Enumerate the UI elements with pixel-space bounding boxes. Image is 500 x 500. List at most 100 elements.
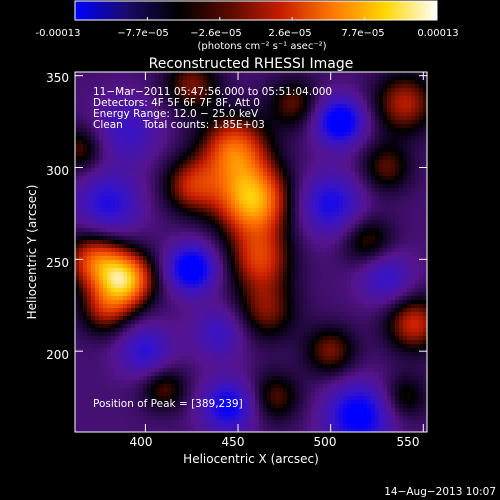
heatmap-cell: [167, 104, 172, 109]
heatmap-cell: [383, 152, 388, 157]
heatmap-cell: [183, 272, 188, 277]
heatmap-cell: [195, 144, 200, 149]
heatmap-cell: [387, 292, 392, 297]
heatmap-cell: [307, 260, 312, 265]
heatmap-cell: [251, 204, 256, 209]
heatmap-cell: [263, 240, 268, 245]
heatmap-cell: [235, 176, 240, 181]
heatmap-cell: [355, 92, 360, 97]
heatmap-cell: [351, 168, 356, 173]
heatmap-cell: [307, 124, 312, 129]
heatmap-cell: [375, 216, 380, 221]
heatmap-cell: [343, 192, 348, 197]
heatmap-cell: [275, 272, 280, 277]
heatmap-cell: [383, 268, 388, 273]
heatmap-cell: [307, 108, 312, 113]
heatmap-cell: [339, 136, 344, 141]
heatmap-cell: [151, 188, 156, 193]
heatmap-cell: [355, 96, 360, 101]
heatmap-cell: [379, 200, 384, 205]
heatmap-cell: [395, 292, 400, 297]
heatmap-cell: [291, 80, 296, 85]
heatmap-cell: [375, 144, 380, 149]
heatmap-cell: [355, 88, 360, 93]
heatmap-cell: [79, 292, 84, 297]
heatmap-cell: [139, 88, 144, 93]
heatmap-cell: [295, 172, 300, 177]
heatmap-cell: [155, 232, 160, 237]
heatmap-cell: [399, 136, 404, 141]
heatmap-cell: [379, 164, 384, 169]
heatmap-cell: [159, 272, 164, 277]
heatmap-cell: [227, 144, 232, 149]
heatmap-cell: [391, 188, 396, 193]
heatmap-cell: [99, 228, 104, 233]
heatmap-cell: [255, 72, 260, 77]
heatmap-cell: [139, 168, 144, 173]
heatmap-cell: [131, 184, 136, 189]
heatmap-cell: [339, 128, 344, 133]
heatmap-cell: [359, 224, 364, 229]
heatmap-cell: [343, 116, 348, 121]
heatmap-cell: [171, 104, 176, 109]
heatmap-cell: [371, 132, 376, 137]
heatmap-cell: [267, 120, 272, 125]
heatmap-cell: [255, 124, 260, 129]
heatmap-cell: [359, 220, 364, 225]
heatmap-cell: [391, 100, 396, 105]
heatmap-cell: [371, 204, 376, 209]
heatmap-cell: [219, 92, 224, 97]
heatmap-cell: [363, 240, 368, 245]
heatmap-cell: [311, 140, 316, 145]
heatmap-cell: [303, 104, 308, 109]
heatmap-cell: [159, 100, 164, 105]
heatmap-cell: [259, 244, 264, 249]
heatmap-cell: [347, 132, 352, 137]
heatmap-cell: [363, 268, 368, 273]
heatmap-cell: [403, 96, 408, 101]
heatmap-cell: [243, 72, 248, 77]
heatmap-cell: [287, 116, 292, 121]
heatmap-cell: [251, 120, 256, 125]
heatmap-cell: [207, 120, 212, 125]
heatmap-cell: [347, 100, 352, 105]
heatmap-cell: [167, 140, 172, 145]
heatmap-cell: [155, 208, 160, 213]
heatmap-cell: [291, 240, 296, 245]
heatmap-cell: [419, 228, 424, 233]
heatmap-cell: [399, 244, 404, 249]
heatmap-cell: [83, 84, 88, 89]
heatmap-cell: [411, 288, 416, 293]
heatmap-cell: [283, 144, 288, 149]
heatmap-cell: [195, 276, 200, 281]
heatmap-cell: [207, 180, 212, 185]
heatmap-cell: [151, 132, 156, 137]
heatmap-cell: [303, 204, 308, 209]
heatmap-cell: [195, 184, 200, 189]
heatmap-cell: [79, 108, 84, 113]
heatmap-cell: [407, 236, 412, 241]
heatmap-cell: [95, 156, 100, 161]
heatmap-cell: [159, 188, 164, 193]
heatmap-cell: [115, 76, 120, 81]
heatmap-cell: [339, 224, 344, 229]
heatmap-cell: [267, 172, 272, 177]
heatmap-cell: [175, 80, 180, 85]
heatmap-cell: [79, 104, 84, 109]
heatmap-cell: [219, 280, 224, 285]
heatmap-cell: [363, 232, 368, 237]
heatmap-cell: [303, 288, 308, 293]
heatmap-cell: [247, 192, 252, 197]
heatmap-cell: [247, 116, 252, 121]
heatmap-cell: [235, 120, 240, 125]
heatmap-cell: [91, 124, 96, 129]
heatmap-cell: [167, 232, 172, 237]
heatmap-cell: [267, 144, 272, 149]
heatmap-cell: [259, 204, 264, 209]
heatmap-cell: [107, 248, 112, 253]
heatmap-cell: [175, 96, 180, 101]
heatmap-cell: [379, 128, 384, 133]
heatmap-cell: [91, 148, 96, 153]
heatmap-cell: [287, 176, 292, 181]
heatmap-cell: [175, 180, 180, 185]
